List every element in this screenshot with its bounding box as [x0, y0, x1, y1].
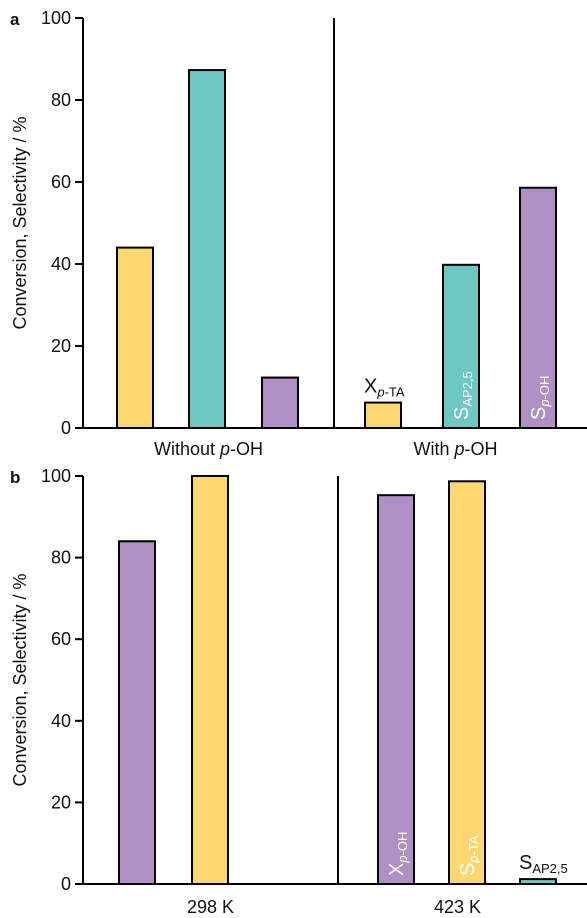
y-tick-label: 20	[51, 792, 71, 812]
y-tick-label: 40	[51, 711, 71, 731]
bar-label: SAP2,5	[519, 852, 568, 876]
bar-label: Xp-TA	[364, 376, 405, 400]
bar	[191, 475, 229, 885]
y-tick-label: 80	[51, 548, 71, 568]
y-axis-label: Conversion, Selectivity / %	[10, 573, 30, 786]
bar	[261, 376, 299, 430]
bar	[448, 480, 486, 885]
panel-a: a Conversion, Selectivity / % Xp-TA SAP2,5 S…	[10, 8, 587, 459]
x-group-label: Without p-OH	[154, 439, 263, 459]
y-tick-label: 100	[41, 8, 71, 28]
bar-label: Sp-OH	[528, 376, 552, 420]
x-group-label: With p-OH	[413, 439, 497, 459]
y-tick-label: 20	[51, 336, 71, 356]
x-group-label: 298 K	[187, 897, 234, 917]
bar	[364, 401, 402, 429]
x-group-label: 423 K	[434, 897, 481, 917]
y-tick-label: 100	[41, 466, 71, 486]
bar	[519, 186, 557, 429]
panel-b: b Conversion, Selectivity / % Xp-OH Sp-TA SA…	[10, 466, 587, 917]
y-tick-label: 60	[51, 629, 71, 649]
bar-label: Xp-OH	[386, 832, 410, 876]
bar	[377, 494, 415, 885]
bar-label: SAP2,5	[451, 371, 475, 420]
y-tick-label: 0	[61, 874, 71, 894]
y-tick-label: 0	[61, 418, 71, 438]
bar	[188, 69, 226, 429]
bar	[442, 263, 480, 429]
bar-label: Sp-TA	[457, 835, 481, 876]
y-tick-label: 60	[51, 172, 71, 192]
panel-label: a	[10, 10, 20, 29]
y-axis-label: Conversion, Selectivity / %	[10, 116, 30, 329]
panel-label: b	[10, 468, 20, 487]
y-tick-label: 80	[51, 90, 71, 110]
bar	[116, 246, 154, 429]
bar	[118, 540, 156, 886]
y-tick-label: 40	[51, 254, 71, 274]
